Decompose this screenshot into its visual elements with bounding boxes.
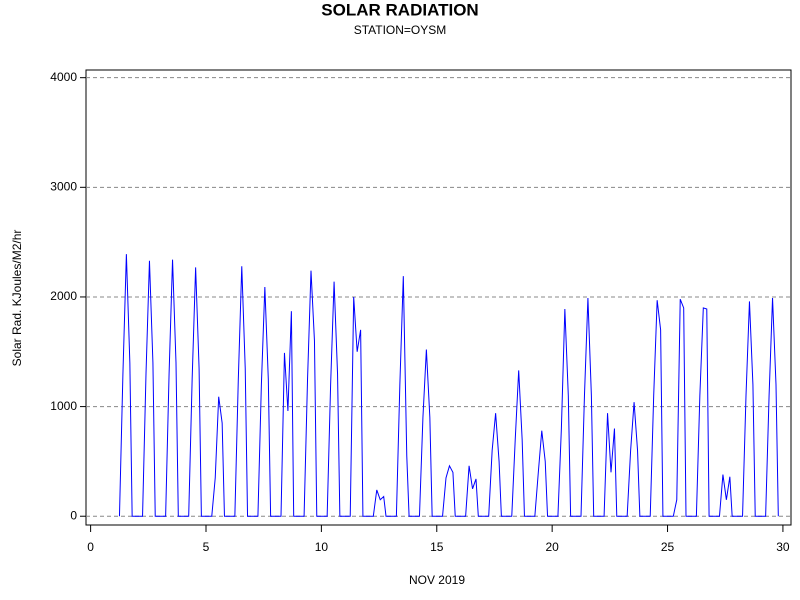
x-tick-label: 0: [87, 540, 94, 554]
x-tick-label: 5: [203, 540, 210, 554]
x-tick-label: 10: [315, 540, 329, 554]
x-tick-label: 20: [545, 540, 559, 554]
y-tick-label: 1000: [50, 399, 77, 413]
y-tick-label: 2000: [50, 289, 77, 303]
data-line: [118, 254, 779, 517]
y-tick-label: 4000: [50, 70, 77, 84]
y-axis-label: Solar Rad. KJoules/M2/hr: [10, 230, 24, 367]
chart-title: SOLAR RADIATION: [321, 0, 478, 19]
x-tick-label: 25: [661, 540, 675, 554]
chart-subtitle: STATION=OYSM: [354, 23, 447, 37]
y-tick-label: 0: [70, 508, 77, 522]
plot-frame: [85, 69, 792, 526]
x-tick-label: 30: [776, 540, 790, 554]
x-tick-label: 15: [430, 540, 444, 554]
y-tick-label: 3000: [50, 179, 77, 193]
x-axis-label: NOV 2019: [409, 573, 465, 587]
